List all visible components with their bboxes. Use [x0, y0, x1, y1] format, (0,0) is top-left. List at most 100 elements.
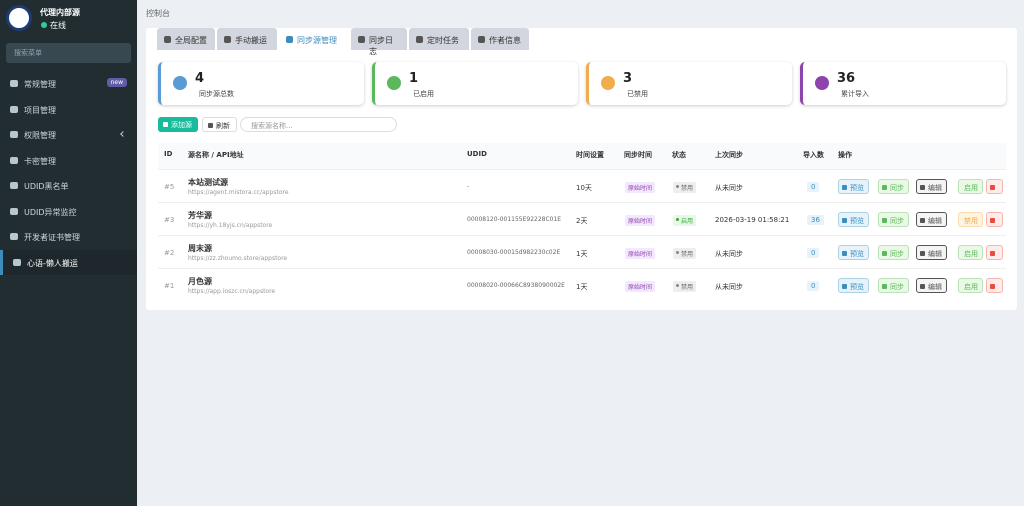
column-header: 上次同步	[715, 150, 743, 160]
tab[interactable]: 同步日志	[351, 28, 407, 50]
tab-label: 作者信息	[489, 36, 521, 45]
menu-label: 卡密管理	[24, 157, 56, 166]
action-button[interactable]: 同步	[878, 179, 909, 194]
stat-label: 已禁用	[627, 89, 648, 99]
menu-item[interactable]: 开发者证书管理	[0, 224, 137, 249]
stat-value: 36	[837, 71, 855, 86]
action-button[interactable]: 同步	[878, 212, 909, 227]
delete-button[interactable]	[986, 278, 1003, 293]
udid: 00008020-00066C8938090002E	[467, 282, 565, 289]
action-button[interactable]: 预览	[838, 212, 869, 227]
status-tag: 禁用	[673, 248, 696, 259]
menu-item[interactable]: 项目管理	[0, 97, 137, 122]
action-label: 预览	[850, 184, 864, 192]
sync-time-tag: 原始时间	[625, 215, 655, 226]
stat-card: 1已启用	[372, 62, 578, 105]
column-header: 导入数	[803, 150, 824, 160]
menu-item[interactable]: 常规管理new	[0, 71, 137, 96]
column-header: 操作	[838, 150, 852, 160]
action-label: 预览	[850, 217, 864, 225]
action-button[interactable]: 预览	[838, 245, 869, 260]
column-header: 时间设置	[576, 150, 604, 160]
tab[interactable]: 同步源管理	[279, 28, 349, 50]
column-header: UDID	[467, 150, 487, 158]
menu-search[interactable]: 搜索菜单	[6, 43, 131, 63]
sidebar: 代理内部源 在线 搜索菜单 常规管理new项目管理权限管理卡密管理 UDID黑名单…	[0, 0, 137, 506]
stat-icon	[173, 76, 187, 90]
column-header: 状态	[672, 150, 686, 160]
action-button[interactable]: 编辑	[916, 278, 947, 293]
tab[interactable]: 定时任务	[409, 28, 469, 50]
action-label: 编辑	[928, 184, 942, 192]
add-label: 添加源	[171, 121, 192, 129]
logo	[6, 5, 32, 31]
add-button[interactable]: 添加源	[158, 117, 198, 132]
source-name: 周末源	[188, 243, 212, 254]
menu-label: 心语-懒人搬运	[27, 259, 78, 268]
menu-item[interactable]: UDID异常监控	[0, 199, 137, 224]
action-button[interactable]: 同步	[878, 245, 909, 260]
action-label: 禁用	[964, 217, 978, 225]
sync-time-tag: 原始时间	[625, 182, 655, 193]
status-tag: 禁用	[673, 182, 696, 193]
action-button[interactable]: 编辑	[916, 245, 947, 260]
stat-label: 同步源总数	[199, 89, 234, 99]
delete-button[interactable]	[986, 212, 1003, 227]
action-button[interactable]: 禁用	[958, 212, 983, 227]
interval: 2天	[576, 216, 587, 226]
action-label: 预览	[850, 250, 864, 258]
source-url: https://zz.zhoumo.store/appstore	[188, 255, 287, 262]
source-url: https://app.ioszc.cn/appstore	[188, 288, 275, 295]
sync-time-tag: 原始时间	[625, 248, 655, 259]
last-sync: 从未同步	[715, 282, 743, 292]
action-button[interactable]: 预览	[838, 179, 869, 194]
brand: 代理内部源	[40, 7, 80, 18]
tab[interactable]: 全局配置	[157, 28, 215, 50]
udid: -	[467, 183, 469, 190]
menu-item[interactable]: 权限管理	[0, 122, 137, 147]
tab[interactable]: 手动搬运	[217, 28, 277, 50]
menu-item[interactable]: 卡密管理	[0, 148, 137, 173]
action-button[interactable]: 同步	[878, 278, 909, 293]
refresh-button[interactable]: 刷新	[202, 117, 237, 132]
stat-card: 36 累计导入	[800, 62, 1006, 105]
interval: 10天	[576, 183, 592, 193]
action-label: 预览	[850, 283, 864, 291]
menu-label: 常规管理	[24, 80, 56, 89]
tab[interactable]: 作者信息	[471, 28, 529, 50]
refresh-label: 刷新	[216, 122, 230, 130]
action-label: 编辑	[928, 250, 942, 258]
last-sync: 2026-03-19 01:58:21	[715, 216, 789, 224]
row-id: #5	[164, 183, 174, 191]
stat-icon	[387, 76, 401, 90]
action-label: 同步	[890, 250, 904, 258]
stat-label: 累计导入	[841, 89, 869, 99]
action-label: 启用	[964, 250, 978, 258]
delete-button[interactable]	[986, 179, 1003, 194]
menu-item[interactable]: 心语-懒人搬运	[0, 250, 137, 275]
action-button[interactable]: 预览	[838, 278, 869, 293]
row-id: #3	[164, 216, 174, 224]
menu-label: 权限管理	[24, 131, 56, 140]
source-search[interactable]: 搜索源名称...	[240, 117, 397, 132]
menu-item[interactable]: UDID黑名单	[0, 173, 137, 198]
status: 在线	[41, 20, 66, 31]
table-row: #3芳华源https://yh.18yjs.cn/appstore0000812…	[158, 202, 1006, 235]
row-id: #1	[164, 282, 174, 290]
action-button[interactable]: 启用	[958, 278, 983, 293]
delete-button[interactable]	[986, 245, 1003, 260]
breadcrumb[interactable]: 控制台	[146, 8, 170, 19]
action-button[interactable]: 启用	[958, 245, 983, 260]
column-header: 同步时间	[624, 150, 652, 160]
stat-value: 3	[623, 71, 632, 86]
source-url: https://agent.mistora.cc/appstore	[188, 189, 289, 196]
action-button[interactable]: 编辑	[916, 212, 947, 227]
action-button[interactable]: 启用	[958, 179, 983, 194]
action-label: 同步	[890, 184, 904, 192]
action-button[interactable]: 编辑	[916, 179, 947, 194]
import-count: 0	[807, 248, 819, 258]
row-id: #2	[164, 249, 174, 257]
stat-icon	[815, 76, 829, 90]
action-label: 同步	[890, 283, 904, 291]
